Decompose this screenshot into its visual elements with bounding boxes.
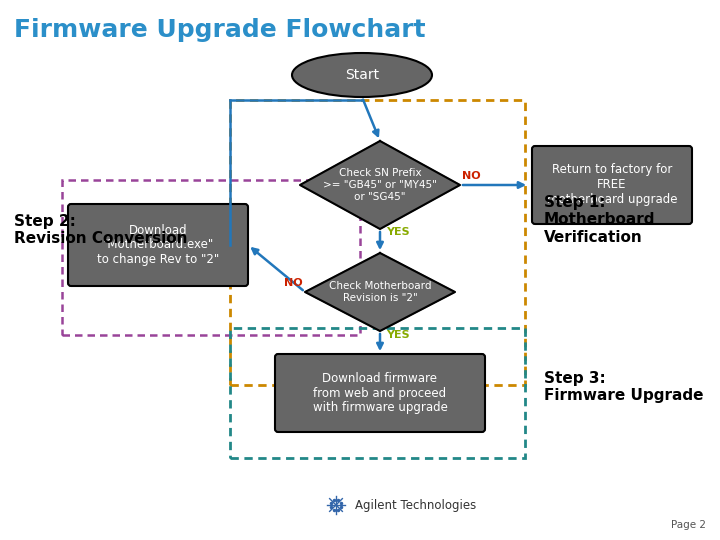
Text: Download
"Motherboard.exe"
to change Rev to "2": Download "Motherboard.exe" to change Rev… [97,224,219,267]
Polygon shape [300,141,460,229]
Text: Page 2: Page 2 [671,520,706,530]
Text: Check SN Prefix
>= "GB45" or "MY45"
or "SG45": Check SN Prefix >= "GB45" or "MY45" or "… [323,168,437,201]
Text: YES: YES [386,227,410,237]
Text: YES: YES [386,330,410,340]
Text: Check Motherboard
Revision is "2": Check Motherboard Revision is "2" [329,281,431,303]
FancyBboxPatch shape [532,146,692,224]
Text: NO: NO [462,171,481,181]
Text: Return to factory for
FREE
motherboard upgrade: Return to factory for FREE motherboard u… [546,164,678,206]
Polygon shape [305,253,455,331]
Bar [230,328,525,458]
Bar [230,100,525,385]
Text: Download firmware
from web and proceed
with firmware upgrade: Download firmware from web and proceed w… [312,372,447,415]
FancyBboxPatch shape [68,204,248,286]
Ellipse shape [292,53,432,97]
Text: Step 3:
Firmware Upgrade: Step 3: Firmware Upgrade [544,371,703,403]
FancyBboxPatch shape [275,354,485,432]
Text: Start: Start [345,68,379,82]
Text: NO: NO [284,278,303,288]
Text: Agilent Technologies: Agilent Technologies [355,498,476,511]
Text: Step 2:
Revision Conversion: Step 2: Revision Conversion [14,214,187,246]
Text: Firmware Upgrade Flowchart: Firmware Upgrade Flowchart [14,18,426,42]
Text: Step 1:
Motherboard
Verification: Step 1: Motherboard Verification [544,195,655,245]
Bar [62,180,360,335]
